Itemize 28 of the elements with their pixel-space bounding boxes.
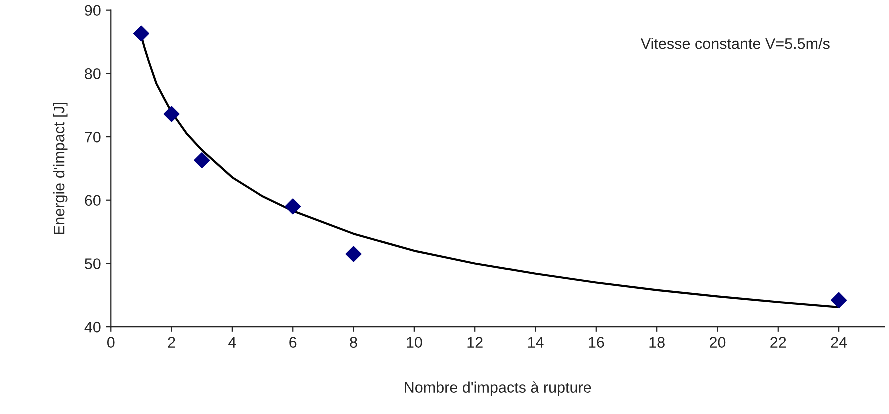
point — [831, 292, 848, 308]
x-tick-label: 22 — [770, 337, 786, 348]
x-tick-label: 16 — [589, 337, 604, 348]
point — [346, 246, 362, 262]
y-tick-label: 90 — [85, 5, 101, 16]
x-tick-label: 2 — [168, 337, 176, 348]
x-tick-label: 24 — [831, 337, 848, 348]
x-axis-title: Nombre d'impacts à rupture — [405, 382, 592, 396]
x-tick-label: 10 — [407, 337, 422, 348]
x-tick-label: 14 — [528, 337, 544, 348]
y-tick-label: 40 — [84, 322, 101, 333]
x-tick-label: 6 — [290, 337, 297, 348]
x-tick-label: 20 — [710, 337, 726, 348]
x-tick-label: 8 — [350, 337, 358, 348]
y-tick-label: 80 — [85, 68, 101, 80]
point — [194, 152, 210, 168]
point — [285, 198, 302, 215]
y-axis-title: Energie d'impact [J] — [54, 102, 68, 234]
point — [164, 106, 180, 122]
y-tick-label: 60 — [85, 195, 101, 206]
x-tick-label: 0 — [107, 337, 115, 348]
x-tick-label: 18 — [650, 337, 665, 348]
x-tick-label: 12 — [468, 337, 483, 348]
point — [133, 26, 150, 42]
annotation: Vitesse constante V=5.5m/s — [640, 38, 830, 50]
y-tick-label: 50 — [85, 258, 101, 270]
y-tick-label: 70 — [85, 132, 101, 143]
x-tick-label: 4 — [228, 337, 236, 348]
